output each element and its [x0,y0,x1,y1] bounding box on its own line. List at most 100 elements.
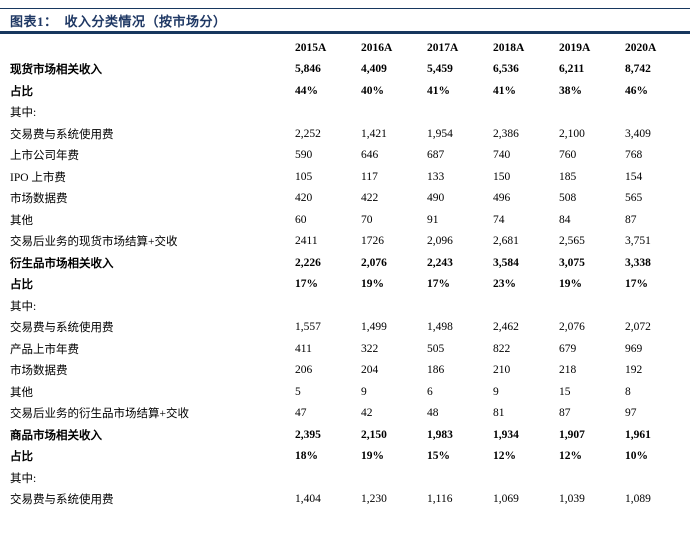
figure-title: 图表1： 收入分类情况（按市场分） [10,11,227,30]
cell-value: 768 [625,149,643,162]
cell-value: 185 [559,170,577,183]
cell-value: 1,230 [361,493,387,506]
cell-value: 105 [295,170,313,183]
title-divider [0,31,690,34]
cell-value: 3,751 [625,235,651,248]
top-divider [0,8,690,9]
cell-value: 12% [559,450,582,463]
cell-value: 70 [361,213,373,226]
row-label: 占比 [10,451,33,464]
cell-value: 47 [295,407,307,420]
cell-value [295,467,361,489]
row-label: 产品上市年费 [10,343,79,356]
year-column-header: 2015A [295,41,327,54]
table-row: 其他 5 9 6 9 15 8 [10,381,691,403]
row-label: 交易后业务的衍生品市场结算+交收 [10,408,189,421]
cell-value [493,102,559,124]
cell-value [427,102,493,124]
table-row: 上市公司年费 590 646 687 740 760 768 [10,145,691,167]
cell-value: 422 [361,192,379,205]
row-label: 交易后业务的现货市场结算+交收 [10,236,178,249]
cell-value: 2,462 [493,321,519,334]
cell-value [625,102,691,124]
table-row: 其中: [10,102,691,124]
cell-value: 1,907 [559,428,585,441]
cell-value: 186 [427,364,445,377]
table-row: 交易费与系统使用费 1,557 1,499 1,498 2,462 2,076 2,072 [10,317,691,339]
cell-value: 210 [493,364,511,377]
cell-value: 505 [427,342,445,355]
cell-value: 74 [493,213,505,226]
cell-value: 12% [493,450,516,463]
table-row: 交易费与系统使用费 1,404 1,230 1,116 1,069 1,039 1,089 [10,489,691,511]
cell-value: 8 [625,385,631,398]
cell-value [427,467,493,489]
cell-value: 206 [295,364,313,377]
cell-value: 2,096 [427,235,453,248]
table-row: IPO 上市费 105 117 133 150 185 154 [10,166,691,188]
year-column-header: 2016A [361,41,393,54]
cell-value: 9 [361,385,367,398]
cell-value: 41% [493,84,516,97]
row-label: 占比 [10,279,33,292]
table-row: 交易后业务的衍生品市场结算+交收 47 42 48 81 87 97 [10,403,691,425]
cell-value: 646 [361,149,379,162]
cell-value: 60 [295,213,307,226]
table-row: 其他 60 70 91 74 84 87 [10,209,691,231]
cell-value: 5 [295,385,301,398]
cell-value: 1,499 [361,321,387,334]
year-column-header: 2020A [625,41,657,54]
cell-value: 84 [559,213,571,226]
cell-value: 2,386 [493,127,519,140]
cell-value [361,467,427,489]
cell-value: 18% [295,450,318,463]
cell-value: 8,742 [625,63,651,76]
cell-value: 3,409 [625,127,651,140]
cell-value: 204 [361,364,379,377]
cell-value: 2,243 [427,256,453,269]
cell-value: 1,934 [493,428,519,441]
cell-value: 1,961 [625,428,651,441]
cell-value: 490 [427,192,445,205]
cell-value [625,467,691,489]
table-row: 市场数据费 420 422 490 496 508 565 [10,188,691,210]
cell-value: 1,421 [361,127,387,140]
cell-value: 1,983 [427,428,453,441]
cell-value: 411 [295,342,312,355]
table-row: 交易费与系统使用费 2,252 1,421 1,954 2,386 2,100 3,409 [10,123,691,145]
cell-value: 1,039 [559,493,585,506]
cell-value [559,295,625,317]
cell-value: 420 [295,192,313,205]
revenue-table: 2015A 2016A 2017A 2018A 2019A 2020A 现货市场相关收入 5… [10,37,691,510]
cell-value: 740 [493,149,511,162]
cell-value: 1,954 [427,127,453,140]
table-row: 其中: [10,467,691,489]
cell-value: 19% [361,450,384,463]
row-label: 上市公司年费 [10,150,79,163]
table-row: 商品市场相关收入 2,395 2,150 1,983 1,934 1,907 1,961 [10,424,691,446]
row-label: IPO 上市费 [10,171,66,184]
table-row: 占比 17% 19% 17% 23% 19% 17% [10,274,691,296]
cell-value: 2,565 [559,235,585,248]
table-body: 现货市场相关收入 5,846 4,409 5,459 6,536 6,211 8,742 占比… [10,59,691,511]
cell-value [559,102,625,124]
cell-value: 17% [427,278,450,291]
cell-value: 1,116 [427,493,453,506]
row-label: 交易费与系统使用费 [10,128,114,141]
cell-value: 2,681 [493,235,519,248]
cell-value: 3,075 [559,256,585,269]
cell-value [361,102,427,124]
cell-value: 508 [559,192,577,205]
cell-value: 679 [559,342,577,355]
year-column-header: 2019A [559,41,591,54]
cell-value: 15% [427,450,450,463]
cell-value: 6,211 [559,63,585,76]
cell-value: 565 [625,192,643,205]
row-label: 衍生品市场相关收入 [10,257,114,270]
cell-value: 87 [559,407,571,420]
cell-value: 3,584 [493,256,519,269]
cell-value: 1,069 [493,493,519,506]
cell-value: 9 [493,385,499,398]
cell-value [559,467,625,489]
